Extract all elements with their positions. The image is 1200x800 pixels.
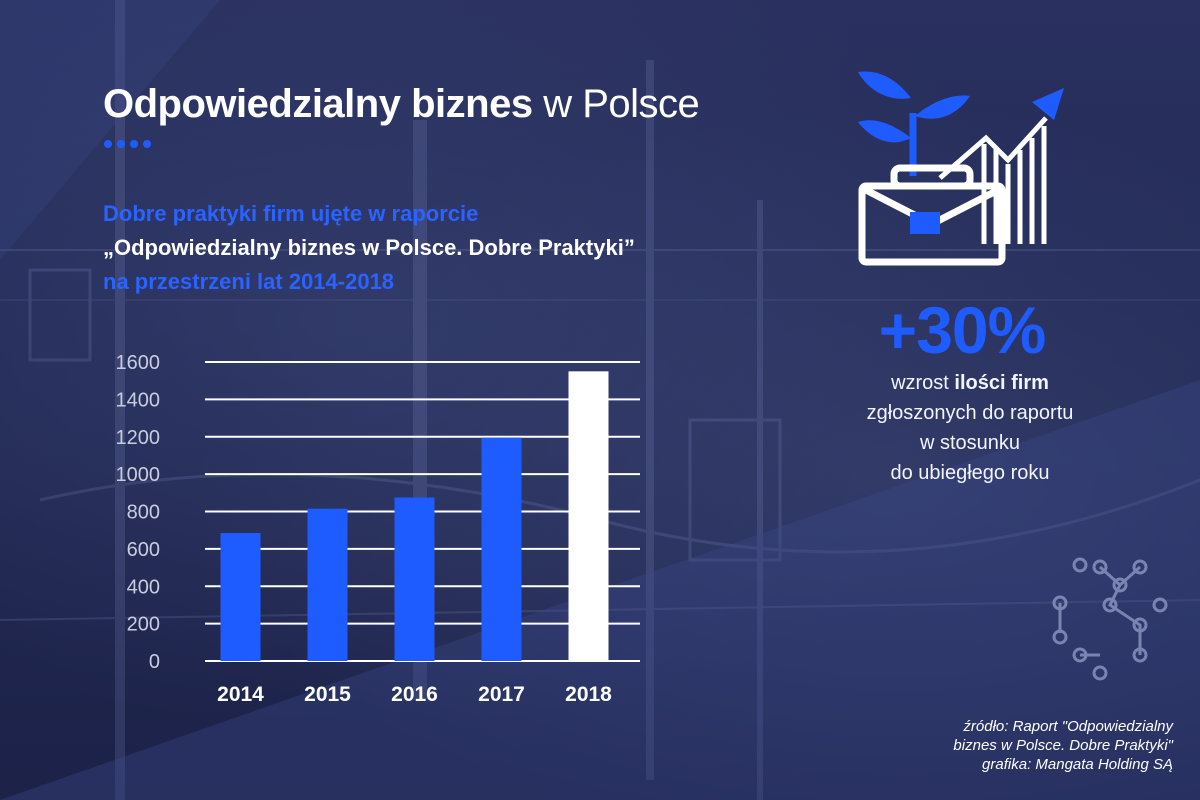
dot xyxy=(130,140,138,148)
briefcase-icon xyxy=(858,164,1006,266)
dot xyxy=(104,140,112,148)
y-axis-ticks: 0 200 400 600 800 1000 1200 1400 1600 xyxy=(116,352,161,673)
y-tick-label: 1000 xyxy=(116,464,161,486)
network-nodes-icon xyxy=(1052,557,1168,681)
y-tick-label: 600 xyxy=(127,539,160,561)
growth-chart-arrow-icon xyxy=(938,116,1048,244)
bar-2015 xyxy=(307,508,348,661)
y-tick-label: 0 xyxy=(149,651,160,673)
stat-desc-line-3: w stosunku xyxy=(919,432,1021,454)
stat-desc-line-4: do ubiegłego roku xyxy=(890,462,1050,484)
bar-2016 xyxy=(394,497,435,661)
page-title: Odpowiedzialny biznes w Polsce xyxy=(103,80,700,128)
x-tick-label: 2014 xyxy=(217,683,264,706)
source-line-2: biznes w Polsce. Dobre Praktyki" xyxy=(953,737,1173,754)
arrow-head-icon xyxy=(1032,88,1064,120)
y-tick-label: 1200 xyxy=(116,427,161,449)
y-tick-label: 200 xyxy=(127,614,160,636)
y-tick-label: 1600 xyxy=(116,352,161,374)
stat-desc-line-2: zgłoszonych do raportu xyxy=(866,402,1074,424)
subtitle: Dobre praktyki firm ujęte w raporcie „Od… xyxy=(103,197,635,299)
y-tick-label: 1400 xyxy=(116,389,161,411)
x-tick-label: 2015 xyxy=(304,683,351,706)
subtitle-line-3: na przestrzeni lat 2014-2018 xyxy=(103,269,395,294)
stat-value: +30% xyxy=(878,293,1047,367)
x-axis-ticks: 2014 2015 2016 2017 2018 xyxy=(217,683,612,706)
bar-2017 xyxy=(481,437,522,661)
plant-icon xyxy=(858,71,970,176)
stat-desc-line-1: wzrost ilości firm xyxy=(820,368,1120,398)
subtitle-line-1: Dobre praktyki firm ujęte w raporcie xyxy=(103,201,479,226)
bar-2014 xyxy=(220,532,261,661)
business-growth-icon xyxy=(858,71,1064,266)
stat-desc-bold: ilości firm xyxy=(954,372,1049,394)
title-light: w Polsce xyxy=(543,82,700,126)
y-tick-label: 400 xyxy=(127,576,160,598)
bars xyxy=(220,371,609,661)
title-dots-decoration xyxy=(104,140,151,148)
source-note: źródło: Raport "Odpowiedzialny biznes w … xyxy=(953,717,1173,774)
stat-description: wzrost ilości firm zgłoszonych do raport… xyxy=(820,368,1120,488)
stat-desc-prefix: wzrost xyxy=(891,372,955,394)
x-tick-label: 2018 xyxy=(565,683,612,706)
source-line-3: grafika: Mangata Holding SĄ xyxy=(982,756,1173,773)
title-bold: Odpowiedzialny biznes xyxy=(103,82,533,126)
subtitle-line-2: „Odpowiedzialny biznes w Polsce. Dobre P… xyxy=(103,235,635,260)
x-tick-label: 2017 xyxy=(478,683,525,706)
dot xyxy=(117,140,125,148)
y-tick-label: 800 xyxy=(127,502,160,524)
dot xyxy=(143,140,151,148)
bar-2018 xyxy=(568,371,609,661)
x-tick-label: 2016 xyxy=(391,683,438,706)
source-line-1: źródło: Raport "Odpowiedzialny xyxy=(963,718,1173,735)
